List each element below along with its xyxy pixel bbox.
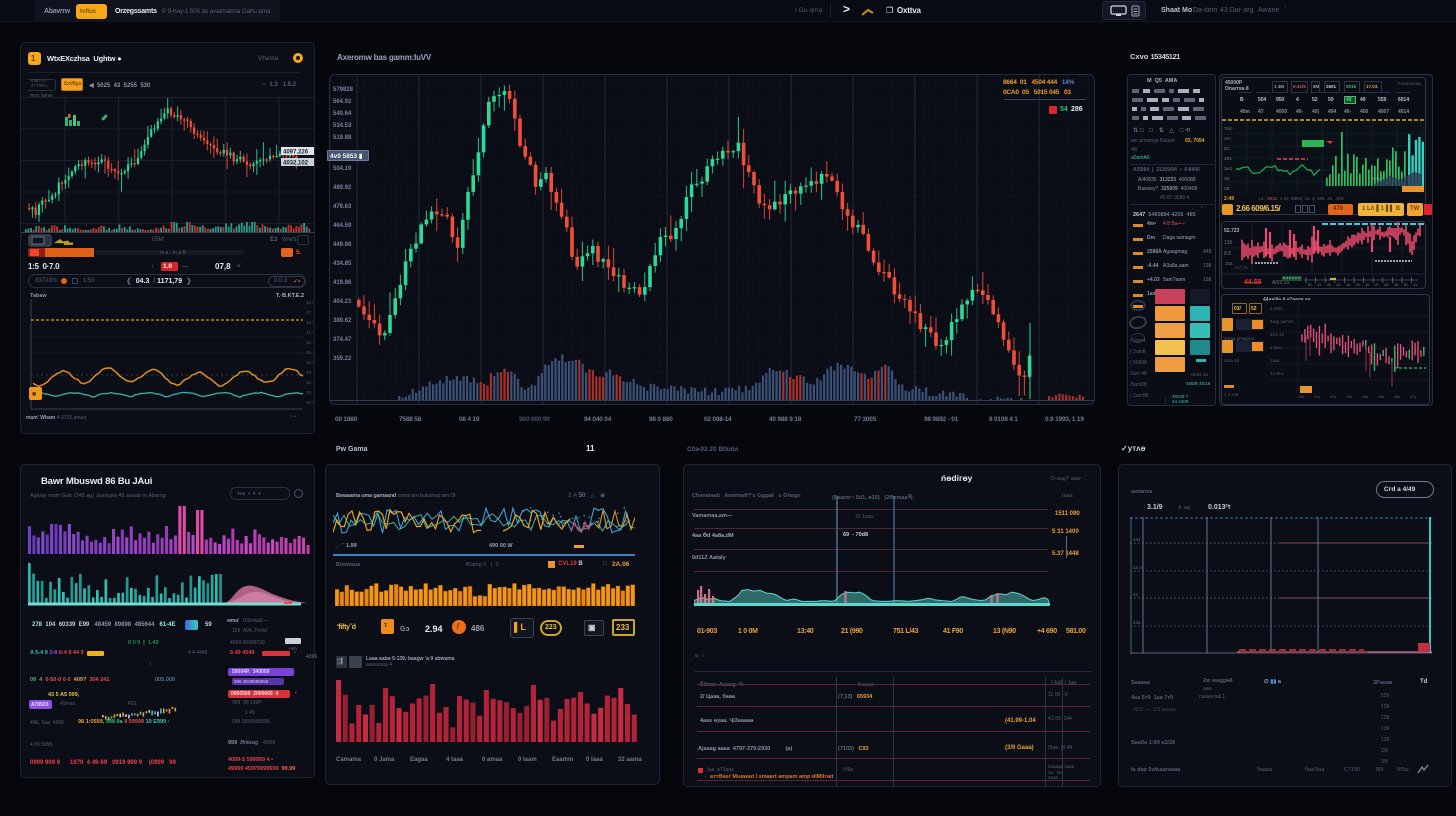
svg-text:■: ■ [32, 391, 36, 398]
svg-text:45: 45 [1356, 283, 1360, 287]
svg-text:43: 43 [1336, 283, 1340, 287]
svg-text:41a: 41a [1314, 395, 1321, 399]
svg-text:48: 48 [1384, 283, 1388, 287]
svg-text:44.672: 44.672 [306, 320, 313, 325]
svg-text:44: 44 [1133, 592, 1139, 597]
svg-text:40a: 40a [1298, 395, 1305, 399]
svg-text:40: 40 [1404, 283, 1408, 287]
svg-text:4B1: 4B1 [1224, 156, 1233, 161]
svg-text:T.·B.KT.E.2: T.·B.KT.E.2 [276, 293, 304, 299]
svg-text:1a4a: 1a4a [1270, 358, 1280, 363]
svg-text:46a: 46a [1394, 395, 1401, 399]
svg-text:44a: 44a [1362, 395, 1369, 399]
svg-text:47a: 47a [1410, 395, 1417, 399]
svg-text:41: 41 [1317, 283, 1321, 287]
svg-text:41m 4a: 41m 4a [1270, 332, 1285, 337]
svg-text:4а 2: 4а 2 [1133, 565, 1142, 570]
svg-text:Tabaw: Tabaw [30, 293, 47, 299]
svg-text:43a: 43a [1346, 395, 1353, 399]
svg-text:49: 49 [1394, 283, 1398, 287]
svg-text:4097.226: 4097.226 [283, 150, 309, 156]
svg-text:44 44a: 44 44a [1270, 371, 1283, 376]
svg-text:49.177: 49.177 [306, 370, 313, 375]
svg-text:41.973: 41.973 [306, 330, 313, 335]
svg-text:47.371: 47.371 [306, 310, 313, 315]
svg-text:4а4: 4а4 [1133, 537, 1141, 542]
svg-text:45.575: 45.575 [306, 350, 313, 355]
svg-text:10a: 10a [1225, 261, 1233, 266]
svg-text:44: 44 [1346, 283, 1350, 287]
svg-text:a05/7: a05/7 [1372, 176, 1384, 181]
svg-text:46: 46 [1365, 283, 1369, 287]
svg-text:47: 47 [1375, 283, 1379, 287]
svg-text:5aag aam34: 5aag aam34 [1270, 319, 1294, 324]
svg-text:2B: 2B [1224, 186, 1230, 191]
svg-text:B2: B2 [1224, 146, 1230, 151]
svg-text:52.723: 52.723 [1224, 228, 1240, 234]
svg-text:8.8: 8.8 [1224, 251, 1231, 257]
svg-text:42a: 42a [1330, 395, 1337, 399]
svg-text:44.55: 44.55 [1244, 279, 1262, 286]
svg-text:42.876: 42.876 [306, 360, 313, 365]
svg-text:45a: 45a [1378, 395, 1385, 399]
svg-text:4 8am: 4 8am [1270, 345, 1282, 350]
svg-text:48.274: 48.274 [306, 340, 313, 345]
svg-text:40.070: 40.070 [306, 300, 313, 305]
svg-text:4032.102: 4032.102 [283, 161, 309, 167]
svg-text:4B: 4B [1224, 176, 1230, 181]
svg-text:A(7) (5: A(7) (5 [1234, 265, 1248, 270]
svg-text:43.779: 43.779 [306, 390, 313, 395]
svg-text:3w1: 3w1 [1224, 166, 1233, 171]
svg-text:46.478: 46.478 [306, 380, 313, 385]
svg-text:42: 42 [1327, 283, 1331, 287]
svg-text:40.070: 40.070 [306, 400, 313, 405]
svg-text:43а: 43а [1133, 620, 1141, 625]
svg-text:40: 40 [1308, 283, 1312, 287]
svg-text:Tam: Tam [1224, 126, 1233, 131]
svg-text:Am: Am [1224, 136, 1231, 141]
svg-text:41: 41 [1413, 283, 1417, 287]
svg-text:4 amm: 4 amm [1270, 306, 1283, 311]
svg-text:130: 130 [1224, 240, 1233, 246]
